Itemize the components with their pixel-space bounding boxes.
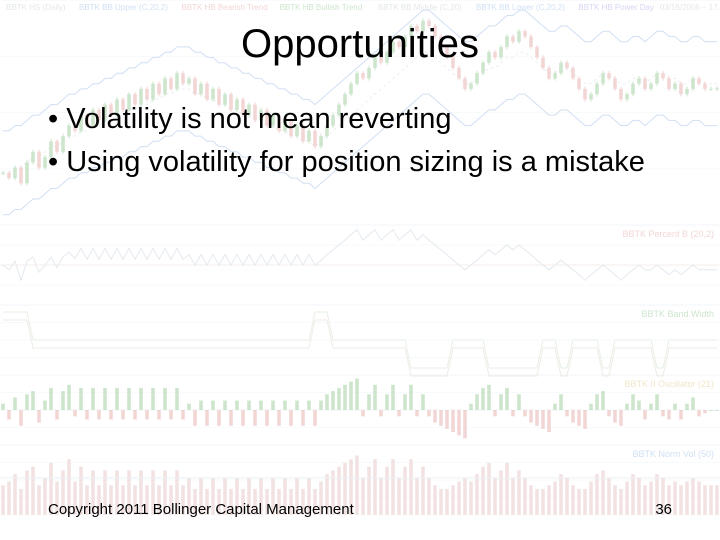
slide-title: Opportunities	[0, 22, 720, 67]
bullet-item: Volatility is not mean reverting	[48, 101, 672, 138]
bullet-item: Using volatility for position sizing is …	[48, 144, 672, 181]
page-number: 36	[655, 501, 672, 518]
copyright-text: Copyright 2011 Bollinger Capital Managem…	[48, 501, 354, 518]
slide-footer: Copyright 2011 Bollinger Capital Managem…	[0, 501, 720, 540]
slide: Opportunities Volatility is not mean rev…	[0, 0, 720, 540]
slide-body: Volatility is not mean reverting Using v…	[0, 101, 720, 501]
